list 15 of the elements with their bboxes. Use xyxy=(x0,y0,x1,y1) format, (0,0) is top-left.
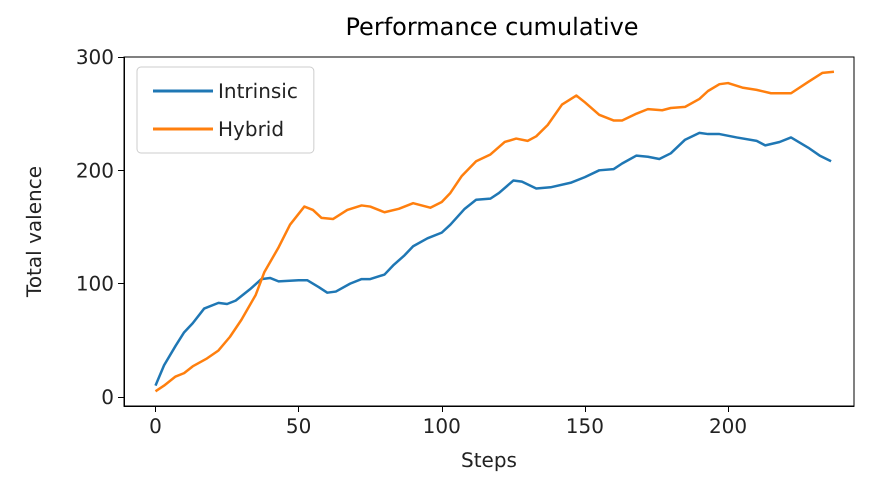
legend-label: Intrinsic xyxy=(218,79,298,103)
y-tick-label: 0 xyxy=(101,384,114,409)
x-tick-label: 100 xyxy=(422,414,461,438)
y-tick-label: 200 xyxy=(76,158,114,182)
line-series xyxy=(154,70,836,393)
x-axis-title: Steps xyxy=(461,448,517,472)
y-tick-label: 300 xyxy=(76,45,114,69)
chart-title: Performance cumulative xyxy=(345,13,639,41)
x-tick-label: 200 xyxy=(708,414,748,438)
x-tick-label: 0 xyxy=(149,414,162,438)
legend-label: Hybrid xyxy=(218,117,284,141)
x-tick-label: 50 xyxy=(286,414,312,438)
y-axis-title: Total valence xyxy=(22,166,46,298)
y-tick-label: 100 xyxy=(76,272,114,296)
x-tick-label: 150 xyxy=(566,414,604,438)
